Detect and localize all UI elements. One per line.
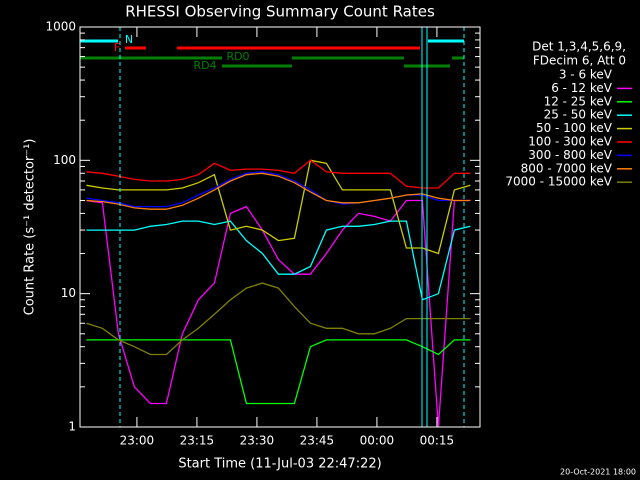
- y-tick-label: 100: [53, 153, 76, 167]
- x-tick-label: 23:45: [300, 434, 335, 448]
- annotation: F: [114, 41, 120, 54]
- series-line: [86, 339, 471, 405]
- x-tick-label: 00:15: [420, 434, 455, 448]
- annotation: RD4: [193, 59, 216, 72]
- legend-label: 100 - 300 keV: [528, 135, 612, 149]
- series-line: [86, 282, 471, 356]
- x-tick-label: 23:30: [240, 434, 275, 448]
- series-line: [86, 220, 471, 301]
- legend-label: 300 - 800 keV: [528, 148, 612, 162]
- series-line: [86, 172, 471, 210]
- x-tick-label: 23:00: [120, 434, 155, 448]
- legend-label: 12 - 25 keV: [544, 94, 613, 108]
- event-lines: [119, 27, 465, 427]
- footer: 20-Oct-2021 18:00: [560, 468, 636, 477]
- legend-title: Det 1,3,4,5,6,9,: [532, 40, 626, 54]
- series-line: [86, 159, 471, 189]
- annotation: RD0: [226, 50, 249, 63]
- x-axis-label: Start Time (11-Jul-03 22:47:22): [178, 457, 381, 472]
- legend-label: 6 - 12 keV: [551, 81, 613, 95]
- legend-title: FDecim 6, Att 0: [533, 54, 626, 68]
- x-tick-label: 23:15: [180, 434, 215, 448]
- x-tick-label: 00:00: [360, 434, 395, 448]
- plot-area: [86, 159, 471, 428]
- plot-frame: [79, 26, 481, 428]
- legend-label: 50 - 100 keV: [536, 121, 613, 135]
- legend-label: 800 - 7000 keV: [521, 161, 613, 175]
- legend-label: 25 - 50 keV: [544, 108, 613, 122]
- y-tick-label: 10: [61, 286, 76, 300]
- y-tick-label: 1000: [45, 20, 76, 34]
- legend-label: 3 - 6 keV: [559, 68, 613, 82]
- series-line: [86, 199, 471, 428]
- chart-title: RHESSI Observing Summary Count Rates: [125, 3, 435, 21]
- y-axis-label: Count Rate (s⁻¹ detector⁻¹): [23, 139, 38, 316]
- y-tick-label: 1: [68, 420, 76, 434]
- series-line: [86, 159, 471, 255]
- annotation: N: [125, 33, 133, 46]
- legend-label: 7000 - 15000 keV: [505, 175, 612, 189]
